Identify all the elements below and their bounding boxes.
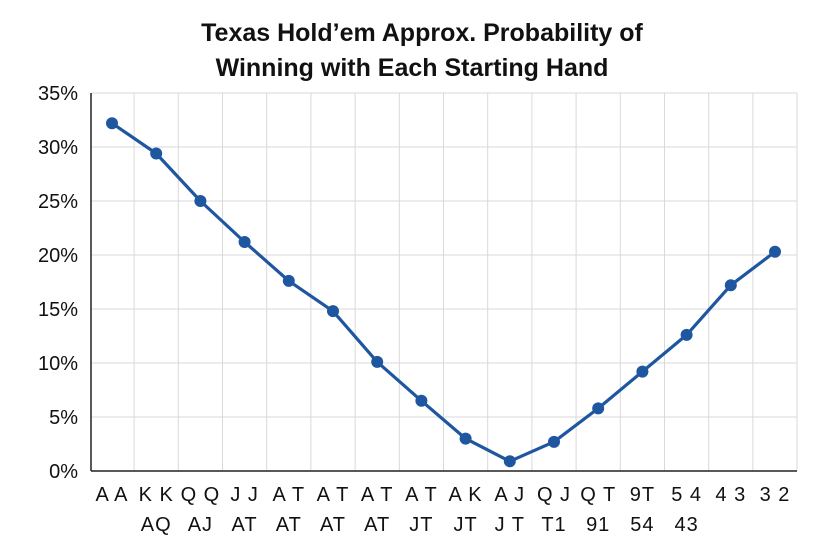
x-tick-label: 3 2 — [760, 484, 791, 506]
x-tick-label: A T — [405, 484, 438, 506]
x-tick-label: JT — [453, 514, 477, 536]
data-point — [724, 279, 737, 292]
y-tick-label: 35% — [38, 83, 78, 105]
x-tick-label: A T — [317, 484, 350, 506]
data-point — [503, 455, 516, 468]
x-tick-label: A A — [95, 484, 128, 506]
x-tick-label: J J — [230, 484, 259, 506]
x-tick-label: 54 — [630, 514, 654, 536]
x-tick-label: Q T — [580, 484, 616, 506]
x-tick-labels: A A K K AQ Q Q AJ J J AT A T AT A T AT A T AT A T JT A … — [95, 484, 791, 536]
data-point — [415, 394, 428, 407]
data-point — [636, 365, 649, 378]
y-tick-label: 25% — [38, 191, 78, 213]
chart-title-line-1: Texas Hold’em Approx. Probability of — [201, 19, 643, 47]
data-point — [592, 402, 605, 415]
x-tick-label: J T — [495, 514, 525, 536]
x-tick-label: 9T — [630, 484, 655, 506]
x-tick-label: AT — [320, 514, 346, 536]
data-point — [282, 274, 295, 287]
data-point — [150, 147, 163, 160]
y-tick-label: 15% — [38, 299, 78, 321]
data-point — [769, 245, 781, 258]
x-tick-label: AT — [364, 514, 390, 536]
y-tick-label: 10% — [38, 353, 78, 375]
chart-title-line-2: Winning with Each Starting Hand — [216, 54, 609, 82]
axes — [90, 93, 797, 472]
x-tick-label: A J — [494, 484, 525, 506]
grid — [91, 92, 798, 471]
x-tick-label: AQ — [141, 514, 172, 536]
x-tick-label: AT — [276, 514, 302, 536]
x-tick-label: 43 — [674, 514, 698, 536]
x-tick-label: Q J — [537, 484, 571, 506]
y-tick-labels: 0% 5% 10% 15% 20% 25% 30% 35% — [38, 83, 78, 483]
x-tick-label: T1 — [541, 514, 566, 536]
y-tick-label: 20% — [38, 245, 78, 267]
x-tick-label: AT — [232, 514, 258, 536]
x-tick-label: A T — [361, 484, 394, 506]
series-line — [110, 121, 777, 463]
data-point — [106, 117, 118, 130]
x-tick-label: A T — [272, 484, 305, 506]
series — [106, 117, 781, 468]
y-tick-label: 30% — [38, 137, 78, 159]
data-point — [459, 432, 472, 445]
data-point — [238, 236, 251, 249]
x-tick-label: Q Q — [181, 484, 221, 506]
y-tick-label: 5% — [49, 407, 78, 429]
x-tick-label: AJ — [188, 514, 213, 536]
data-point — [194, 195, 207, 207]
x-tick-label: 91 — [586, 514, 610, 536]
x-tick-label: 4 3 — [715, 484, 746, 506]
data-point — [680, 328, 693, 341]
x-tick-label: A K — [449, 484, 483, 506]
x-tick-label: 5 4 — [671, 484, 702, 506]
x-tick-label: JT — [409, 514, 433, 536]
y-tick-label: 0% — [49, 461, 78, 483]
data-point — [371, 355, 384, 368]
x-tick-label: K K — [139, 484, 174, 506]
data-point — [327, 305, 339, 318]
data-point — [548, 435, 560, 448]
